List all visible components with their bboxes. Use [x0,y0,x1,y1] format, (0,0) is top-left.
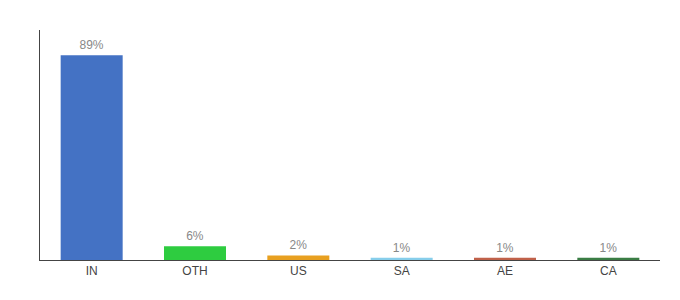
svg-text:AE: AE [497,264,513,278]
svg-text:1%: 1% [599,241,617,255]
svg-text:IN: IN [86,264,98,278]
svg-text:1%: 1% [393,241,411,255]
svg-text:OTH: OTH [182,264,207,278]
svg-text:2%: 2% [289,238,307,252]
svg-text:1%: 1% [496,241,514,255]
svg-text:SA: SA [394,264,410,278]
svg-text:89%: 89% [79,38,103,52]
svg-text:US: US [290,264,307,278]
svg-text:6%: 6% [186,229,204,243]
svg-text:CA: CA [600,264,617,278]
